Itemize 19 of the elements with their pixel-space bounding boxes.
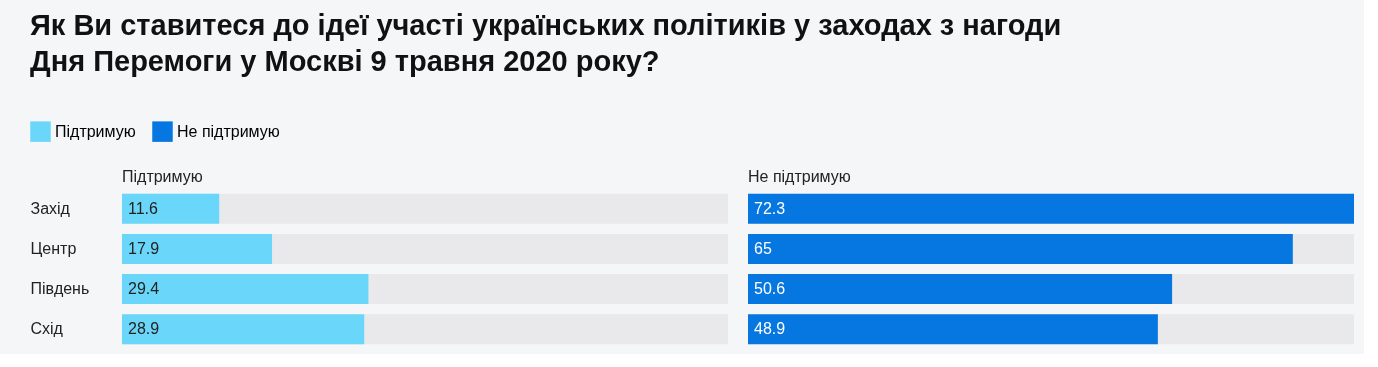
data-label: 50.6 [754, 280, 786, 298]
data-label: 11.6 [128, 199, 159, 217]
data-label: 48.9 [754, 320, 786, 338]
bar [122, 193, 220, 224]
legend-label: Підтримую [55, 122, 136, 140]
y-tick-label: Центр [30, 239, 77, 257]
y-tick-label: Захід [30, 199, 71, 217]
y-tick-label: Південь [30, 280, 90, 298]
y-tick-label: Схід [30, 320, 64, 338]
chart-title: Як Ви ставитеся до ідеї участі українських політиків у заходах з нагоди Дня Перемоги у Москві 9 травня 2020 року? [30, 9, 1062, 77]
data-label: 72.3 [754, 199, 786, 217]
bar [122, 233, 273, 264]
data-label: 28.9 [128, 320, 160, 338]
chart-subtitle: Підтримую [122, 168, 203, 185]
chart-subtitle: Не підтримую [748, 168, 851, 185]
data-label: 29.4 [128, 280, 160, 298]
data-label: 17.9 [128, 239, 160, 257]
legend-label: Не підтримую [177, 122, 280, 140]
data-label: 65 [754, 239, 772, 257]
